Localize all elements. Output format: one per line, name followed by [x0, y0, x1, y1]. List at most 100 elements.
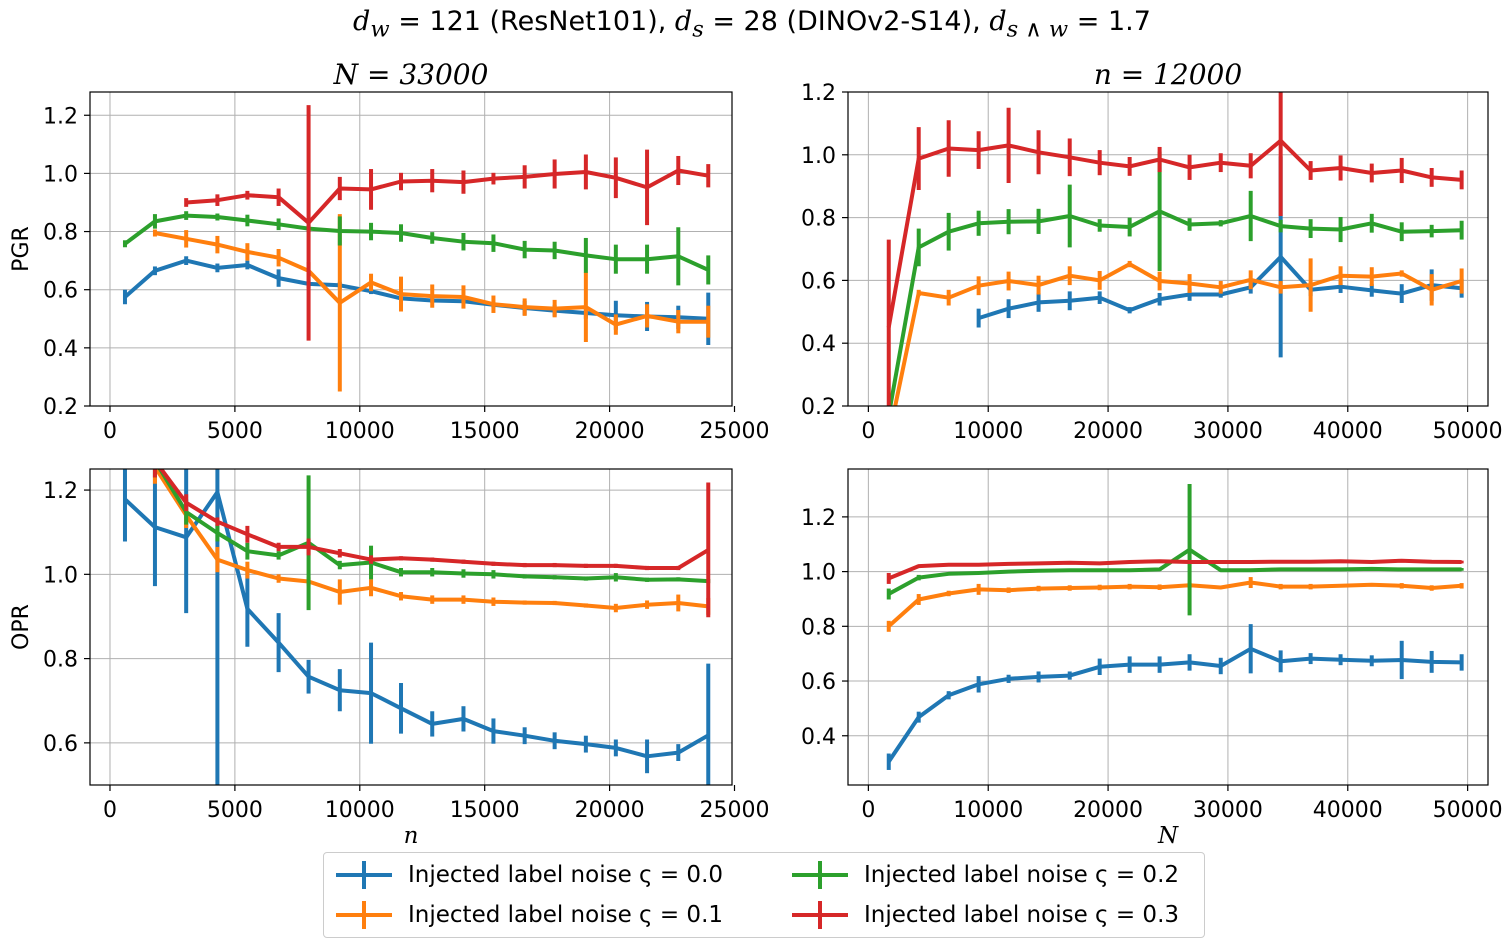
- subplot-3: 0 5000 10000 15000 20000 25000 0.6 0.8 1.0 1.2 OPR…: [9, 468, 769, 849]
- legend-swatch: [792, 901, 848, 929]
- series-line: [893, 262, 1463, 406]
- subplot-2: 0 10000 20000 30000 40000 50000 0.2 0.4 0.6 0.8 1.…: [801, 58, 1503, 444]
- x-tick-label: 25000: [699, 419, 769, 444]
- x-tick-label: 15000: [450, 798, 520, 823]
- series-2: [886, 484, 1464, 616]
- series-0: [886, 624, 1464, 770]
- series-0: [122, 256, 711, 345]
- series-1: [893, 258, 1464, 406]
- series-3: [152, 469, 711, 618]
- y-tick-label: 0.6: [43, 279, 78, 304]
- y-tick-label: 1.0: [43, 563, 78, 588]
- y-tick-label: 0.2: [43, 395, 78, 420]
- x-tick-label: 20000: [1073, 798, 1143, 823]
- series-3: [886, 92, 1464, 406]
- legend-item-noise-1: Injected label noise ς = 0.1: [334, 897, 723, 933]
- series-line: [123, 490, 710, 759]
- series-line: [886, 138, 1462, 328]
- y-tick-label: 1.2: [801, 506, 836, 531]
- x-tick-label: 0: [861, 798, 875, 823]
- legend-swatch: [336, 861, 392, 889]
- legend-label: Injected label noise ς = 0.2: [864, 862, 1180, 888]
- y-tick-label: 0.6: [801, 670, 836, 695]
- x-tick-label: 20000: [575, 798, 645, 823]
- series-2: [122, 211, 711, 286]
- legend-label: Injected label noise ς = 0.3: [864, 902, 1180, 928]
- y-tick-label: 0.8: [43, 221, 78, 246]
- axes-frame: [847, 91, 1489, 407]
- series-1: [886, 577, 1464, 632]
- plot-area: [886, 92, 1464, 406]
- y-tick-label: 1.0: [801, 144, 836, 169]
- x-tick-label: 0: [103, 419, 117, 444]
- plot-area: [886, 484, 1464, 770]
- y-tick-label: 0.4: [801, 725, 836, 750]
- series-0: [122, 469, 711, 785]
- x-tick-label: 50000: [1433, 419, 1503, 444]
- x-tick-label: 10000: [953, 798, 1023, 823]
- legend-item-noise-3: Injected label noise ς = 0.3: [790, 897, 1179, 933]
- y-tick-label: 1.2: [43, 479, 78, 504]
- x-tick-label: 25000: [699, 798, 769, 823]
- series-3: [184, 105, 711, 341]
- y-tick-label: 0.2: [801, 395, 836, 420]
- x-tick-label: 40000: [1313, 798, 1383, 823]
- x-tick-label: 0: [861, 419, 875, 444]
- y-tick-label: 0.8: [801, 207, 836, 232]
- y-tick-label: 0.4: [43, 337, 78, 362]
- x-tick-label: 15000: [450, 419, 520, 444]
- series-line: [123, 213, 710, 272]
- series-line: [153, 469, 709, 610]
- series-1: [152, 214, 711, 392]
- series-line: [887, 547, 1462, 596]
- y-tick-label: 0.4: [801, 332, 836, 357]
- subplot-title: N = 33000: [333, 58, 489, 91]
- x-tick-label: 10000: [953, 419, 1023, 444]
- legend-item-noise-2: Injected label noise ς = 0.2: [790, 857, 1179, 893]
- x-tick-label: 30000: [1193, 798, 1263, 823]
- x-tick-label: 30000: [1193, 419, 1263, 444]
- x-tick-label: 20000: [575, 419, 645, 444]
- y-tick-label: 0.6: [43, 732, 78, 757]
- series-line: [154, 231, 709, 327]
- legend: Injected label noise ς = 0.0 Injected la…: [323, 852, 1205, 938]
- x-tick-label: 0: [103, 798, 117, 823]
- legend-label: Injected label noise ς = 0.1: [408, 902, 724, 928]
- subplot-4: 0 10000 20000 30000 40000 50000 0.4 0.6 0.8 1.0 1.…: [801, 468, 1503, 849]
- series-3: [886, 558, 1464, 584]
- legend-swatch: [792, 861, 848, 889]
- legend-swatch: [336, 901, 392, 929]
- subplot-1: 0 5000 10000 15000 20000 25000 0.2 0.4 0.6 0.8 1.0…: [9, 58, 769, 444]
- series-line: [158, 469, 710, 570]
- x-tick-label: 10000: [325, 798, 395, 823]
- series-line: [887, 558, 1462, 581]
- x-axis-label: n: [404, 823, 419, 849]
- axes-frame: [89, 91, 733, 407]
- y-axis-label: OPR: [9, 604, 34, 650]
- y-tick-label: 1.0: [801, 561, 836, 586]
- series-line: [887, 580, 1462, 628]
- axes-frame: [89, 468, 733, 786]
- axes-frame: [847, 468, 1489, 786]
- series-line: [186, 168, 709, 225]
- x-tick-label: 40000: [1313, 419, 1383, 444]
- x-tick-label: 5000: [207, 419, 263, 444]
- y-tick-label: 1.2: [801, 81, 836, 106]
- series-line: [123, 258, 709, 321]
- x-axis-label: N: [1157, 823, 1179, 849]
- plot-area: [122, 469, 711, 785]
- plot-area: [122, 105, 711, 392]
- x-tick-label: 20000: [1073, 419, 1143, 444]
- x-tick-label: 10000: [325, 419, 395, 444]
- y-tick-label: 0.8: [43, 648, 78, 673]
- x-tick-label: 50000: [1433, 798, 1503, 823]
- series-0: [976, 156, 1464, 358]
- legend-item-noise-0: Injected label noise ς = 0.0: [334, 857, 723, 893]
- subplot-title: n = 12000: [1094, 58, 1242, 91]
- y-tick-label: 0.8: [801, 615, 836, 640]
- series-line: [157, 469, 709, 584]
- y-axis-label: PGR: [9, 226, 34, 272]
- y-tick-label: 0.6: [801, 269, 836, 294]
